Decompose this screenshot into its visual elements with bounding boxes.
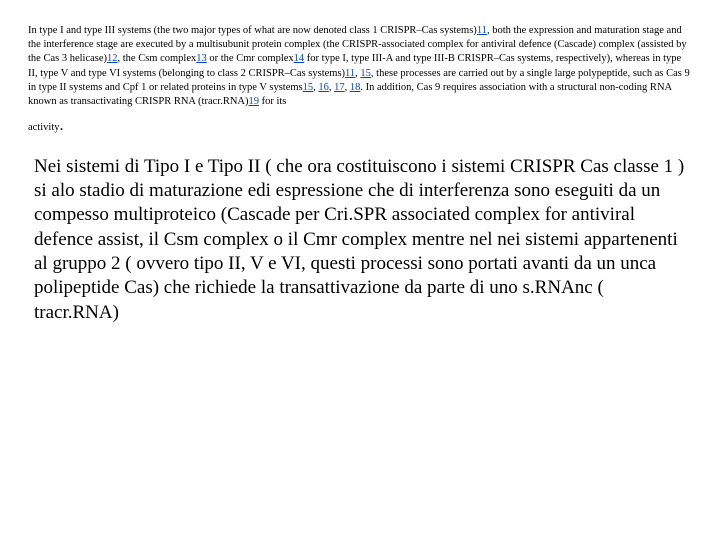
reference-link-11[interactable]: 11 (477, 25, 487, 36)
italian-paragraph: Nei sistemi di Tipo I e Tipo II ( che or… (28, 155, 692, 325)
reference-link-12[interactable]: 12 (107, 53, 118, 64)
reference-link-18[interactable]: 18 (350, 82, 361, 93)
activity-line: activity. (28, 115, 692, 137)
text-segment: or the Cmr complex (207, 53, 294, 64)
reference-link-11[interactable]: 11 (345, 68, 355, 79)
italian-text: Nei sistemi di Tipo I e Tipo II ( che or… (34, 156, 684, 323)
reference-link-15[interactable]: 15 (303, 82, 314, 93)
text-segment: In type I and type III systems (the two … (28, 25, 477, 36)
reference-link-14[interactable]: 14 (294, 53, 305, 64)
reference-link-13[interactable]: 13 (196, 53, 207, 64)
activity-word: activity (28, 122, 60, 133)
reference-link-15[interactable]: 15 (360, 68, 371, 79)
text-segment: , the Csm complex (118, 53, 197, 64)
english-paragraph: In type I and type III systems (the two … (28, 24, 692, 109)
reference-link-16[interactable]: 16 (318, 82, 329, 93)
reference-link-17[interactable]: 17 (334, 82, 345, 93)
reference-link-19[interactable]: 19 (248, 96, 259, 107)
text-segment: for its (259, 96, 286, 107)
period: . (60, 117, 64, 134)
